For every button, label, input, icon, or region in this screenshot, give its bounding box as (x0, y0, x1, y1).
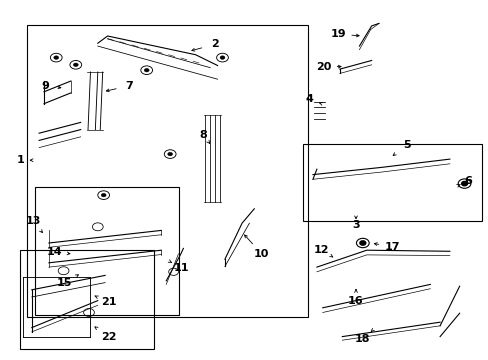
Text: 14: 14 (47, 247, 62, 257)
Text: 2: 2 (211, 39, 219, 49)
Circle shape (144, 68, 149, 72)
Text: 17: 17 (384, 242, 399, 252)
Text: 21: 21 (101, 297, 116, 307)
Text: 9: 9 (41, 81, 49, 91)
Text: 5: 5 (402, 140, 410, 150)
Text: 13: 13 (25, 216, 41, 226)
Bar (35, 187, 179, 315)
Text: 16: 16 (347, 296, 363, 306)
Text: 4: 4 (305, 94, 312, 104)
Text: 3: 3 (351, 220, 359, 230)
Text: 10: 10 (253, 249, 269, 259)
Circle shape (167, 152, 172, 156)
Text: 8: 8 (199, 130, 206, 140)
Circle shape (101, 193, 106, 197)
Text: 20: 20 (315, 62, 331, 72)
Text: 12: 12 (313, 245, 329, 255)
Bar (20, 250, 154, 349)
Text: 15: 15 (57, 278, 72, 288)
Bar (27, 25, 307, 317)
Text: 19: 19 (330, 29, 346, 39)
Text: 18: 18 (354, 334, 370, 344)
Circle shape (54, 56, 59, 59)
Circle shape (461, 181, 467, 186)
Text: 7: 7 (125, 81, 133, 91)
Text: 22: 22 (101, 332, 116, 342)
Text: 1: 1 (17, 155, 24, 165)
Circle shape (73, 63, 78, 67)
Text: 6: 6 (464, 176, 471, 186)
Circle shape (359, 241, 365, 245)
Circle shape (220, 56, 224, 59)
Text: 11: 11 (174, 263, 189, 273)
Bar (303, 144, 481, 221)
